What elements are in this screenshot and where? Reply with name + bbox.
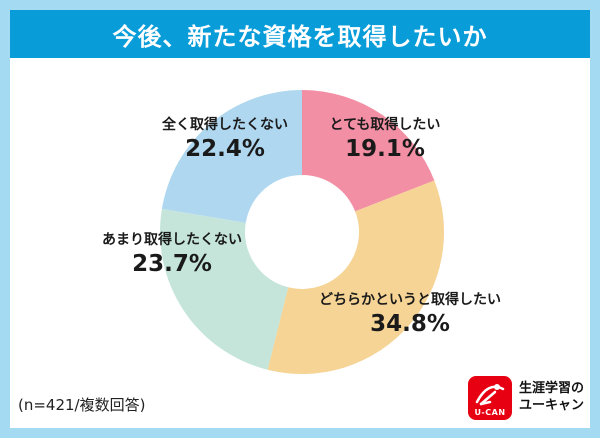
chart-label-percent: 23.7% bbox=[132, 251, 212, 277]
chart-label-dochiraka: どちらかというと取得したい 34.8% bbox=[286, 289, 534, 337]
chart-label-text: とても取得したい bbox=[329, 117, 441, 133]
brand-tagline: 生涯学習の ユーキャン bbox=[519, 381, 584, 415]
chart-label-amari: あまり取得したくない 23.7% bbox=[70, 229, 274, 277]
ucan-brand: U-CAN 生涯学習の ユーキャン bbox=[467, 376, 584, 420]
archer-icon bbox=[475, 384, 505, 406]
chart-label-text: あまり取得したくない bbox=[102, 232, 242, 248]
chart-label-percent: 19.1% bbox=[345, 136, 425, 162]
ucan-logo-icon: U-CAN bbox=[467, 376, 512, 420]
chart-label-percent: 34.8% bbox=[370, 311, 450, 337]
donut-segment bbox=[161, 89, 302, 223]
brand-tagline-line1: 生涯学習の bbox=[518, 381, 584, 397]
donut-segment bbox=[302, 90, 435, 212]
page-title: 今後、新たな資格を取得したいか bbox=[112, 22, 488, 51]
chart-label-totemo: とても取得したい 19.1% bbox=[300, 114, 470, 162]
chart-label-text: 全く取得したくない bbox=[162, 117, 288, 133]
chart-label-text: どちらかというと取得したい bbox=[319, 292, 501, 308]
chart-label-mattaku: 全く取得したくない 22.4% bbox=[116, 114, 334, 162]
chart-label-percent: 22.4% bbox=[185, 136, 265, 162]
ucan-logo-text: U-CAN bbox=[474, 408, 506, 417]
sample-size-note: (n=421/複数回答) bbox=[18, 396, 146, 414]
donut-segment bbox=[267, 180, 444, 374]
title-bar: 今後、新たな資格を取得したいか bbox=[10, 10, 590, 58]
brand-tagline-line2: ユーキャン bbox=[518, 398, 584, 413]
donut-segment bbox=[160, 208, 289, 370]
